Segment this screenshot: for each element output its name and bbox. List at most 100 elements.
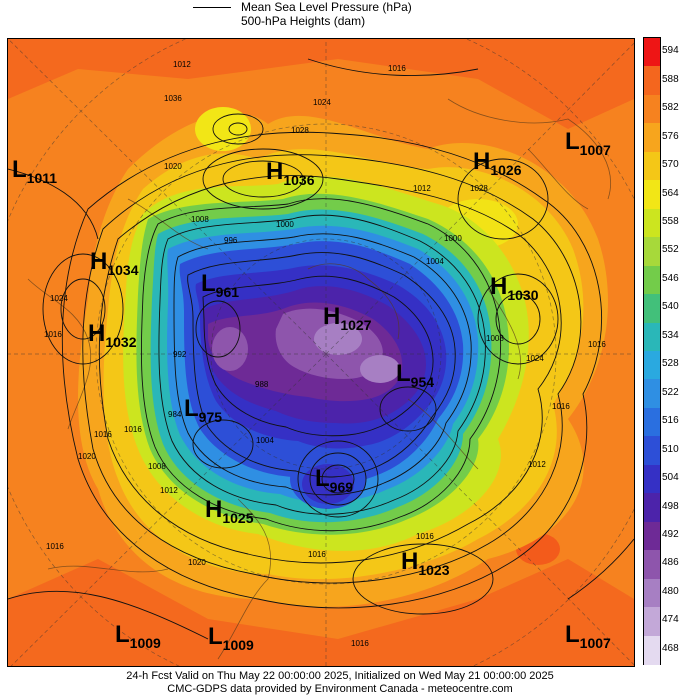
scale-swatch [644, 265, 660, 295]
scale-tick-label: 564 [662, 187, 679, 199]
isobar-label: 1016 [388, 64, 406, 73]
heights-legend-label: 500-hPa Heights (dam) [241, 14, 366, 28]
scale-tick-label: 504 [662, 472, 679, 484]
scale-swatch [644, 151, 660, 181]
pressure-system: L1009 [115, 621, 161, 651]
scale-swatch [644, 607, 660, 637]
pressure-system: H1025 [205, 496, 254, 526]
pressure-system: L1007 [565, 621, 611, 651]
isobar-label: 1016 [588, 340, 606, 349]
mslp-legend-label: Mean Sea Level Pressure (hPa) [241, 0, 412, 14]
map-footer: 24-h Fcst Valid on Thu May 22 00:00:00 2… [0, 670, 680, 696]
pressure-system: H1032 [88, 320, 137, 350]
isobar-label: 1016 [308, 550, 326, 559]
isobar-label: 1016 [46, 542, 64, 551]
pressure-system: L961 [201, 270, 239, 300]
isobar-label: 1016 [94, 430, 112, 439]
height-field-480-west [212, 327, 248, 371]
isobar-label: 1024 [50, 294, 68, 303]
pressure-system-labels: L1011 H1036 H1026 L1007 H1034 H1032 L961… [12, 128, 611, 653]
height-field-474-east [360, 355, 400, 383]
scale-tick-label: 558 [662, 215, 679, 227]
isobar-label: 1016 [124, 425, 142, 434]
scale-tick-label: 522 [662, 386, 679, 398]
map-legend: Mean Sea Level Pressure (hPa) 500-hPa He… [0, 0, 680, 36]
isobar-label: 996 [224, 236, 238, 245]
scale-tick-label: 468 [662, 642, 679, 654]
isobar-label: 1012 [173, 60, 191, 69]
scale-swatch [644, 322, 660, 352]
scale-swatch [644, 66, 660, 96]
isobar-label: 1000 [444, 234, 462, 243]
scale-tick-label: 528 [662, 358, 679, 370]
scale-swatch [644, 94, 660, 124]
isobar-label: 1020 [78, 452, 96, 461]
mslp-line-sample [193, 7, 231, 8]
polar-stereographic-chart: L1011 H1036 H1026 L1007 H1034 H1032 L961… [8, 39, 634, 666]
forecast-valid-text: 24-h Fcst Valid on Thu May 22 00:00:00 2… [126, 670, 554, 682]
height-field-588-north [8, 39, 634, 129]
scale-swatch [644, 379, 660, 409]
isobars [8, 58, 634, 640]
scale-swatch [644, 521, 660, 551]
scale-swatch [644, 237, 660, 267]
isobar-label: 1036 [164, 94, 182, 103]
scale-swatch [644, 38, 660, 67]
pressure-system: H1027 [323, 303, 372, 333]
isobar-label: 1024 [526, 354, 544, 363]
isobar-label: 1004 [256, 436, 274, 445]
pressure-system: L1007 [565, 128, 611, 158]
isobar-label: 1012 [413, 184, 431, 193]
scale-tick-label: 546 [662, 272, 679, 284]
isobar-label: 1028 [470, 184, 488, 193]
isobar-label: 1016 [552, 402, 570, 411]
scale-swatch [644, 351, 660, 380]
scale-tick-label: 498 [662, 500, 679, 512]
pressure-system: L954 [396, 360, 434, 390]
isobar-label: 1024 [313, 98, 331, 107]
scale-tick-label: 474 [662, 614, 679, 626]
scale-tick-label: 534 [662, 329, 679, 341]
isobar-label: 1008 [486, 334, 504, 343]
isobar-label: 1000 [276, 220, 294, 229]
scale-tick-label: 588 [662, 73, 679, 85]
scale-tick-label: 540 [662, 301, 679, 313]
scale-tick-label: 492 [662, 528, 679, 540]
scale-tick-label: 480 [662, 585, 679, 597]
isobar-label: 1008 [191, 215, 209, 224]
coastlines [27, 98, 611, 660]
isobar-label: 992 [173, 350, 187, 359]
scale-tick-label: 486 [662, 557, 679, 569]
height-color-scale [643, 37, 661, 665]
data-credit-text: CMC-GDPS data provided by Environment Ca… [167, 683, 513, 695]
pressure-system: L1011 [12, 156, 57, 186]
scale-tick-label: 570 [662, 159, 679, 171]
pressure-system: L975 [184, 395, 222, 425]
pressure-system: H1023 [401, 548, 450, 578]
pressure-system: H1030 [490, 273, 539, 303]
scale-tick-label: 510 [662, 443, 679, 455]
scale-swatch [644, 578, 660, 608]
isobar-labels: 1012 1016 1024 1028 1036 1020 1008 1000 … [44, 60, 606, 648]
isobar-label: 1016 [44, 330, 62, 339]
scale-swatch [644, 180, 660, 210]
isobar-label: 1020 [164, 162, 182, 171]
scale-swatch [644, 123, 660, 153]
pressure-system: H1034 [90, 248, 139, 278]
isobar-label: 1012 [160, 486, 178, 495]
pressure-system: H1036 [266, 158, 315, 188]
scale-swatch [644, 407, 660, 437]
isobar-label: 1016 [416, 532, 434, 541]
isobar-label: 1016 [351, 639, 369, 648]
pressure-system: L1009 [208, 623, 254, 653]
scale-tick-label: 576 [662, 130, 679, 142]
lat-lon-grid [8, 39, 634, 666]
scale-swatch [644, 294, 660, 324]
pressure-system: L969 [315, 465, 353, 495]
scale-swatch [644, 550, 660, 580]
scale-tick-label: 552 [662, 244, 679, 256]
height-field-588-south [8, 559, 634, 666]
scale-swatch [644, 635, 660, 665]
weather-map: L1011 H1036 H1026 L1007 H1034 H1032 L961… [7, 38, 635, 667]
isobar-label: 1008 [148, 462, 166, 471]
